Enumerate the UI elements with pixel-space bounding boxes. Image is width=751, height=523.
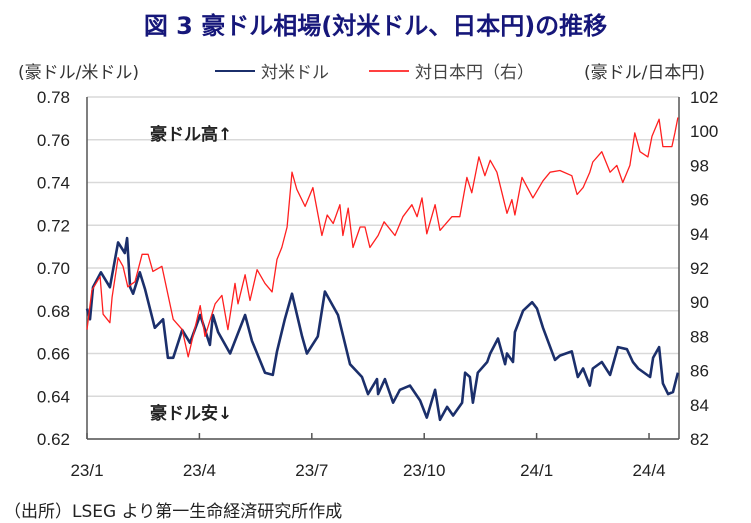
y-left-tick-label: 0.68 xyxy=(37,302,70,321)
y-left-tick-label: 0.74 xyxy=(37,174,70,193)
y-left-tick-label: 0.64 xyxy=(37,387,70,406)
x-tick-label: 23/1 xyxy=(70,461,103,480)
legend-swatch-usd xyxy=(215,69,255,72)
x-tick-label: 23/4 xyxy=(183,461,216,480)
legend-swatch-jpy xyxy=(369,69,409,72)
y-right-tick-label: 84 xyxy=(690,396,709,415)
y-left-tick-label: 0.76 xyxy=(37,131,70,150)
y-right-tick-label: 90 xyxy=(690,293,709,312)
legend: 対米ドル 対日本円（右） xyxy=(215,58,534,83)
legend-label-usd: 対米ドル xyxy=(261,63,329,83)
left-axis-label: (豪ドル/米ドル) xyxy=(18,63,139,83)
y-right-tick-label: 102 xyxy=(690,88,718,107)
y-right-tick-label: 82 xyxy=(690,430,709,449)
y-right-tick-label: 88 xyxy=(690,327,709,346)
x-tick-label: 24/4 xyxy=(632,461,665,480)
right-axis-label: (豪ドル/日本円) xyxy=(584,63,705,83)
y-left-tick-label: 0.66 xyxy=(37,345,70,364)
annotation-aud-strong: 豪ドル高↑ xyxy=(150,124,232,145)
y-right-tick-label: 86 xyxy=(690,362,709,381)
y-left-tick-label: 0.78 xyxy=(37,88,70,107)
legend-label-jpy: 対日本円（右） xyxy=(415,63,534,83)
y-right-tick-label: 96 xyxy=(690,191,709,210)
y-left-tick-label: 0.70 xyxy=(37,259,70,278)
x-tick-label: 23/7 xyxy=(295,461,328,480)
chart-title: 図 3 豪ドル相場(対米ドル、日本円)の推移 xyxy=(143,12,608,40)
x-tick-label: 23/10 xyxy=(403,461,446,480)
x-tick-label: 24/1 xyxy=(520,461,553,480)
y-right-tick-label: 94 xyxy=(690,225,709,244)
series-line-usd xyxy=(85,236,680,422)
y-right-tick-label: 100 xyxy=(690,122,718,141)
y-left-tick-label: 0.62 xyxy=(37,430,70,449)
source-note: （出所）LSEG より第一生命経済研究所作成 xyxy=(4,502,343,522)
annotation-aud-weak: 豪ドル安↓ xyxy=(150,403,232,424)
y-right-tick-label: 92 xyxy=(690,259,709,278)
y-left-tick-label: 0.72 xyxy=(37,216,70,235)
series-line-jpy xyxy=(86,117,679,358)
y-right-tick-label: 98 xyxy=(690,156,709,175)
